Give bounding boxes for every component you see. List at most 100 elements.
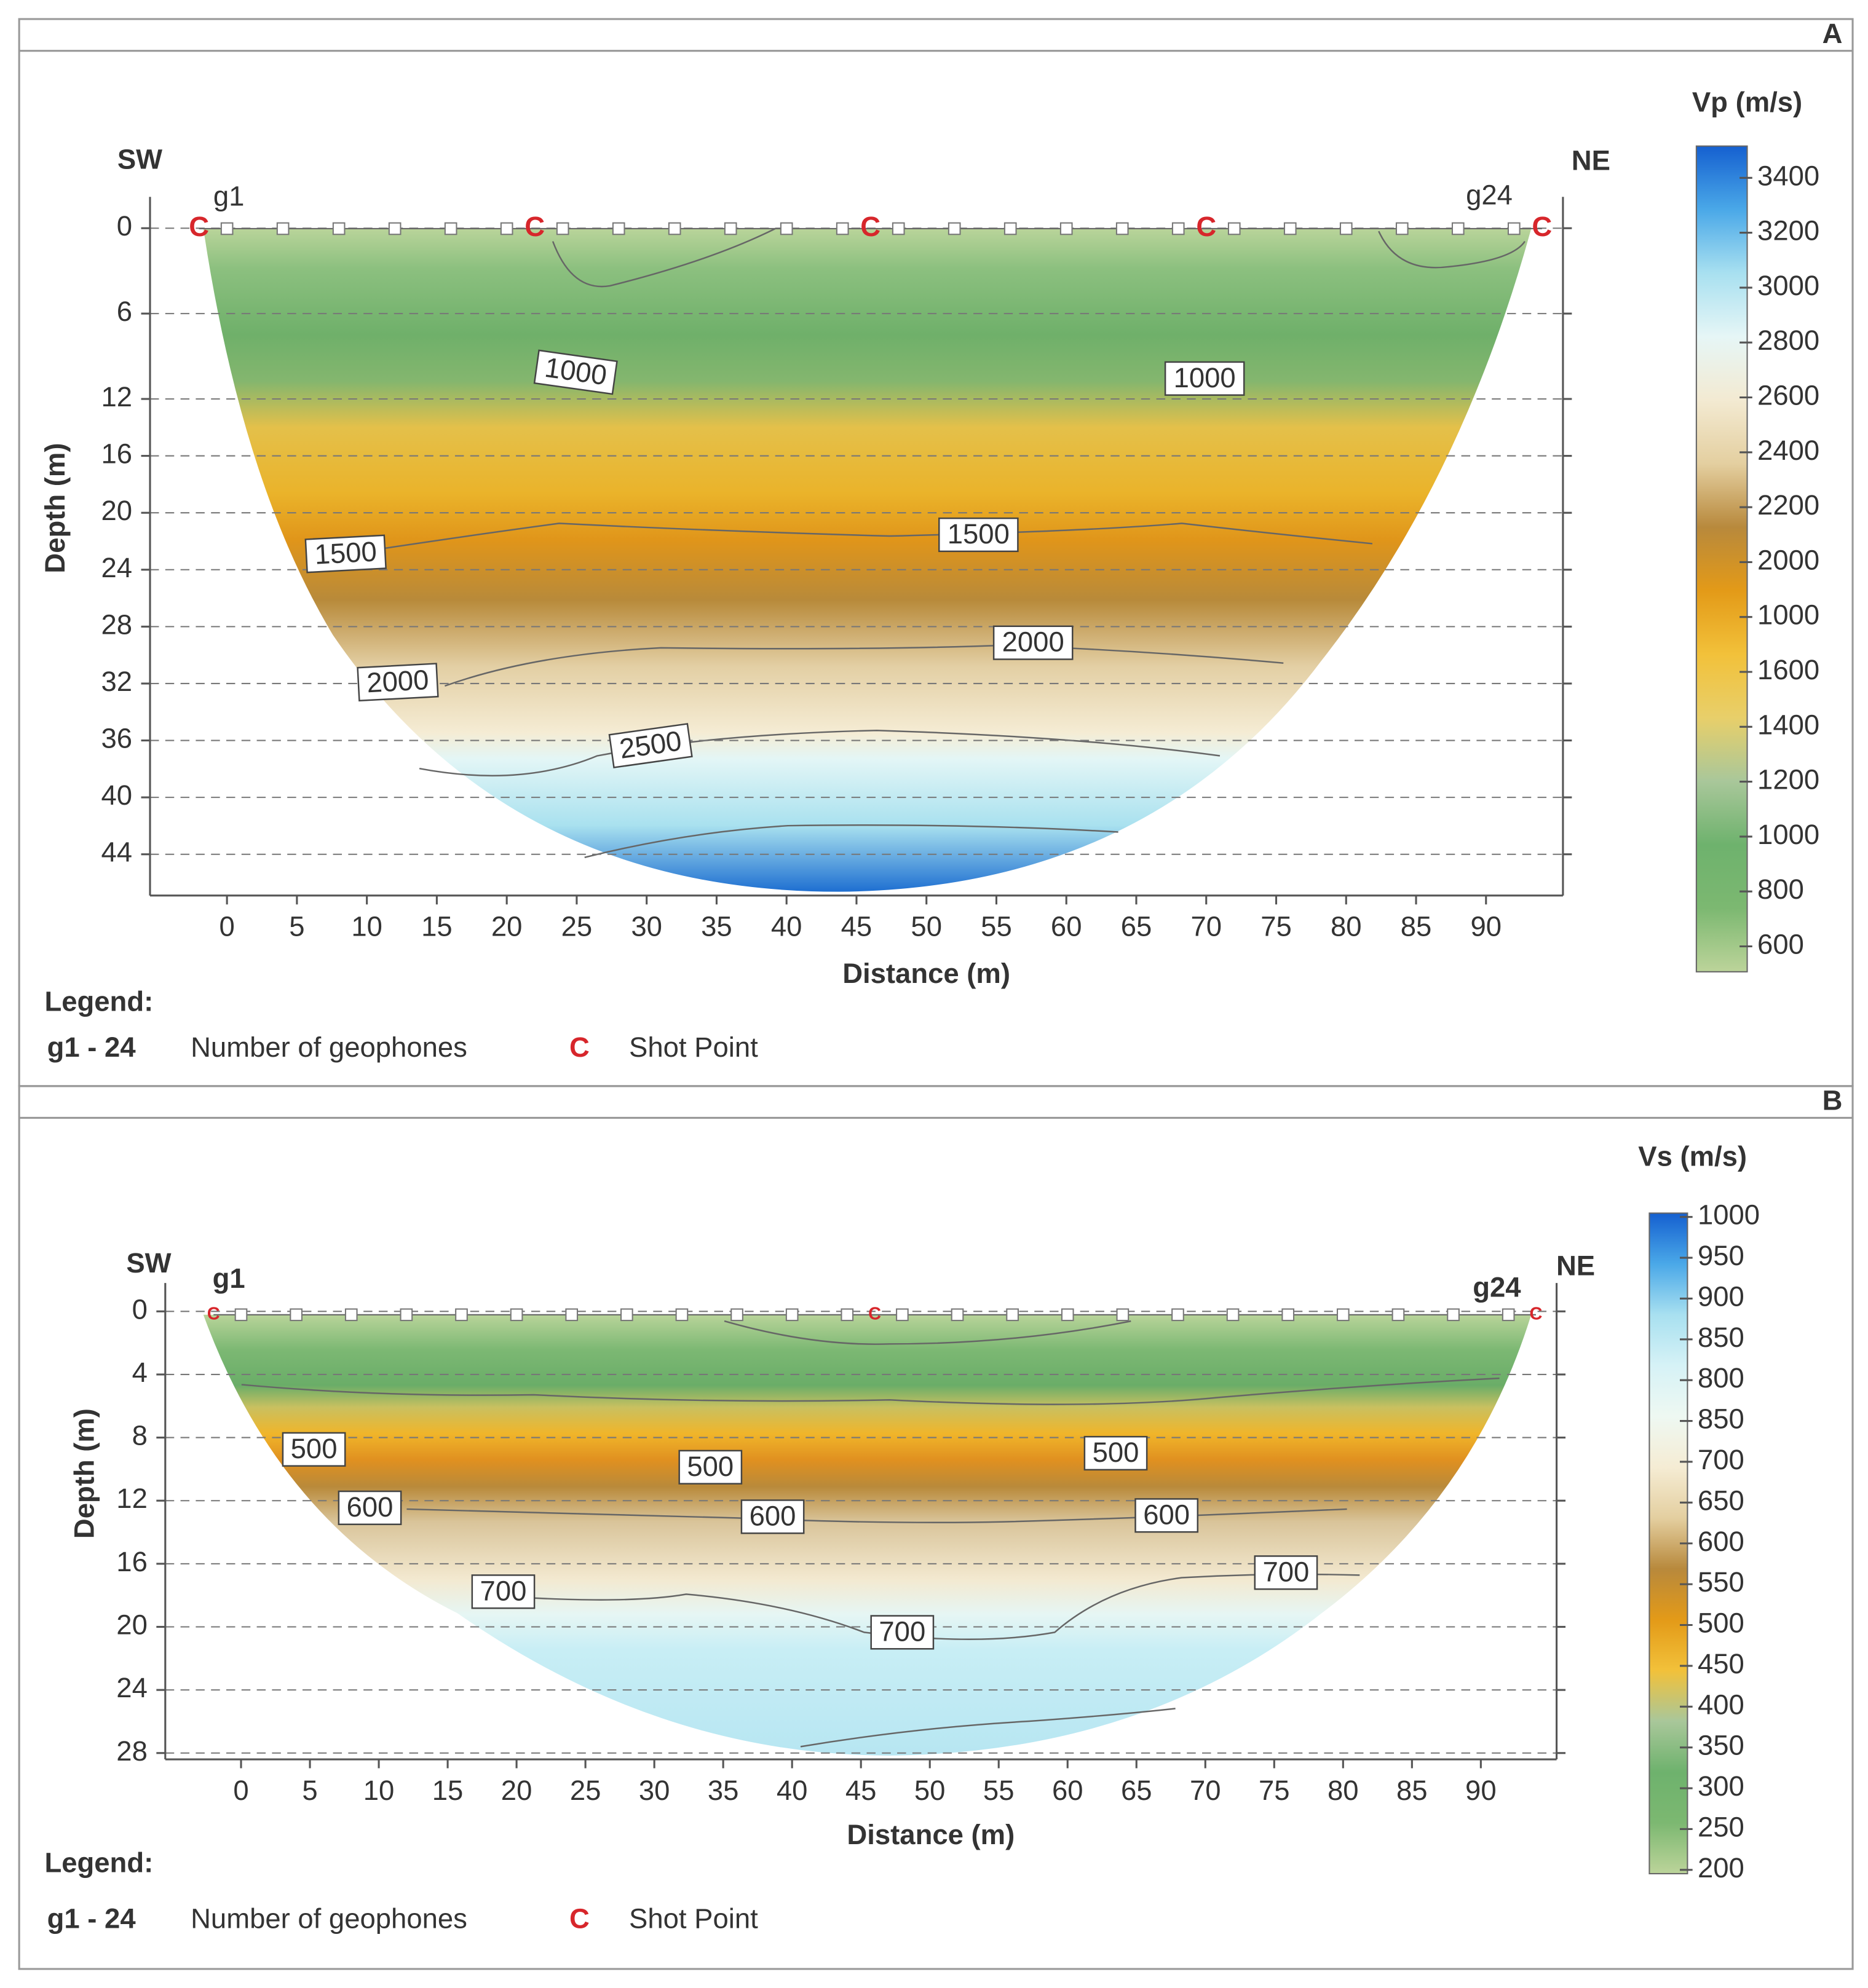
contour-label-box xyxy=(304,534,387,574)
geophone xyxy=(344,1308,358,1322)
geophone-label: g24 xyxy=(1466,179,1513,210)
contour-label-text: 600 xyxy=(347,1491,394,1523)
contour-line xyxy=(534,1573,1360,1640)
y-tick-label: 24 xyxy=(101,552,133,583)
legend-key: g1 - 24 xyxy=(47,1031,137,1063)
x-tick-label: 50 xyxy=(914,1775,946,1806)
x-tick-label: 20 xyxy=(491,911,523,942)
x-tick-label: 40 xyxy=(771,911,802,942)
x-tick-label: 5 xyxy=(289,911,304,942)
contour-label-box xyxy=(608,723,693,768)
y-tick-label: 6 xyxy=(117,296,132,327)
geophone xyxy=(455,1308,468,1322)
geophone xyxy=(1336,1308,1350,1322)
x-tick-label: 40 xyxy=(777,1775,808,1806)
x-tick-label: 85 xyxy=(1401,911,1432,942)
x-tick-label: 25 xyxy=(561,911,593,942)
geophone xyxy=(1171,1308,1184,1322)
x-tick-label: 10 xyxy=(351,911,382,942)
geophone xyxy=(1502,1308,1515,1322)
panel-label: A xyxy=(1822,18,1843,49)
geophone xyxy=(276,222,290,235)
geophone xyxy=(896,1308,909,1322)
colorbar-tick-label: 2200 xyxy=(1757,489,1819,521)
colorbar-tick-label: 300 xyxy=(1698,1770,1744,1802)
side-label: SW xyxy=(117,143,162,175)
legend-title: Legend: xyxy=(44,1847,153,1879)
contour-label: 2000 xyxy=(992,625,1074,660)
x-tick-label: 60 xyxy=(1051,911,1082,942)
y-tick-label: 0 xyxy=(117,210,132,242)
colorbar-tick-label: 2800 xyxy=(1757,325,1819,356)
geophone xyxy=(388,222,402,235)
x-tick-label: 55 xyxy=(983,1775,1015,1806)
shot-point: C xyxy=(868,1304,881,1323)
contour-line xyxy=(724,1320,1131,1345)
x-tick-label: 20 xyxy=(501,1775,532,1806)
colorbar xyxy=(1695,145,1748,972)
y-tick-label: 8 xyxy=(132,1420,148,1451)
x-tick-label: 35 xyxy=(701,911,732,942)
shot-point: C xyxy=(1532,211,1552,242)
geophone-label: g24 xyxy=(1473,1271,1521,1303)
y-tick-label: 28 xyxy=(116,1735,148,1767)
side-label: NE xyxy=(1572,145,1610,176)
colorbar-tick-label: 1000 xyxy=(1757,819,1819,850)
colorbar-tick-label: 1000 xyxy=(1757,599,1819,631)
contour-label-box xyxy=(678,1450,743,1485)
contour-label-box xyxy=(870,1615,935,1650)
geophone xyxy=(234,1308,248,1322)
colorbar-tick-label: 800 xyxy=(1698,1362,1744,1394)
geophone xyxy=(951,1308,964,1322)
colorbar-tick-label: 2600 xyxy=(1757,380,1819,411)
x-tick-label: 85 xyxy=(1396,1775,1428,1806)
contour-label: 700 xyxy=(471,1574,536,1609)
y-tick-label: 36 xyxy=(101,723,133,754)
geophone xyxy=(1171,222,1185,235)
x-axis-label: Distance (m) xyxy=(842,958,1010,989)
contour-label-box xyxy=(338,1490,402,1525)
contour-line xyxy=(552,227,776,288)
geophone xyxy=(1339,222,1353,235)
contour-line xyxy=(444,644,1284,687)
x-tick-label: 35 xyxy=(708,1775,739,1806)
geophone xyxy=(948,222,961,235)
contour-label: 600 xyxy=(338,1490,402,1525)
x-tick-label: 45 xyxy=(841,911,873,942)
geophone xyxy=(400,1308,413,1322)
contour-label-box xyxy=(1083,1435,1148,1471)
x-tick-label: 50 xyxy=(911,911,942,942)
panel-label: B xyxy=(1822,1085,1843,1116)
contour-label-box xyxy=(740,1499,805,1534)
geophone xyxy=(836,222,849,235)
contour-label-text: 1500 xyxy=(948,518,1010,550)
colorbar-tick-label: 850 xyxy=(1698,1403,1744,1435)
geophone xyxy=(780,222,793,235)
geophone xyxy=(444,222,457,235)
colorbar-title: Vs (m/s) xyxy=(1638,1141,1747,1172)
contour-label: 1000 xyxy=(533,349,618,395)
geophone xyxy=(1395,222,1409,235)
colorbar-tick-label: 200 xyxy=(1698,1852,1744,1883)
shot-point: C xyxy=(524,211,545,242)
contour-label-text: 700 xyxy=(1262,1556,1309,1587)
legend-text: Number of geophones xyxy=(191,1031,467,1063)
contour-label-text: 700 xyxy=(879,1615,925,1647)
contour-label: 2500 xyxy=(608,723,693,768)
contour-label: 700 xyxy=(870,1615,935,1650)
y-tick-label: 28 xyxy=(101,609,133,640)
velocity-field xyxy=(203,228,1532,892)
colorbar-tick-label: 1000 xyxy=(1698,1199,1760,1231)
colorbar-tick-label: 2400 xyxy=(1757,435,1819,466)
contour-label: 2000 xyxy=(357,663,439,702)
contour-label: 600 xyxy=(1134,1498,1199,1533)
shot-point: C xyxy=(1530,1304,1543,1323)
geophone xyxy=(620,1308,633,1322)
colorbar-tick-label: 600 xyxy=(1757,929,1804,960)
contour-label-box xyxy=(1254,1555,1318,1590)
geophone xyxy=(841,1308,854,1322)
x-tick-label: 25 xyxy=(570,1775,601,1806)
contour-label: 700 xyxy=(1254,1555,1318,1590)
y-tick-label: 44 xyxy=(101,837,133,868)
